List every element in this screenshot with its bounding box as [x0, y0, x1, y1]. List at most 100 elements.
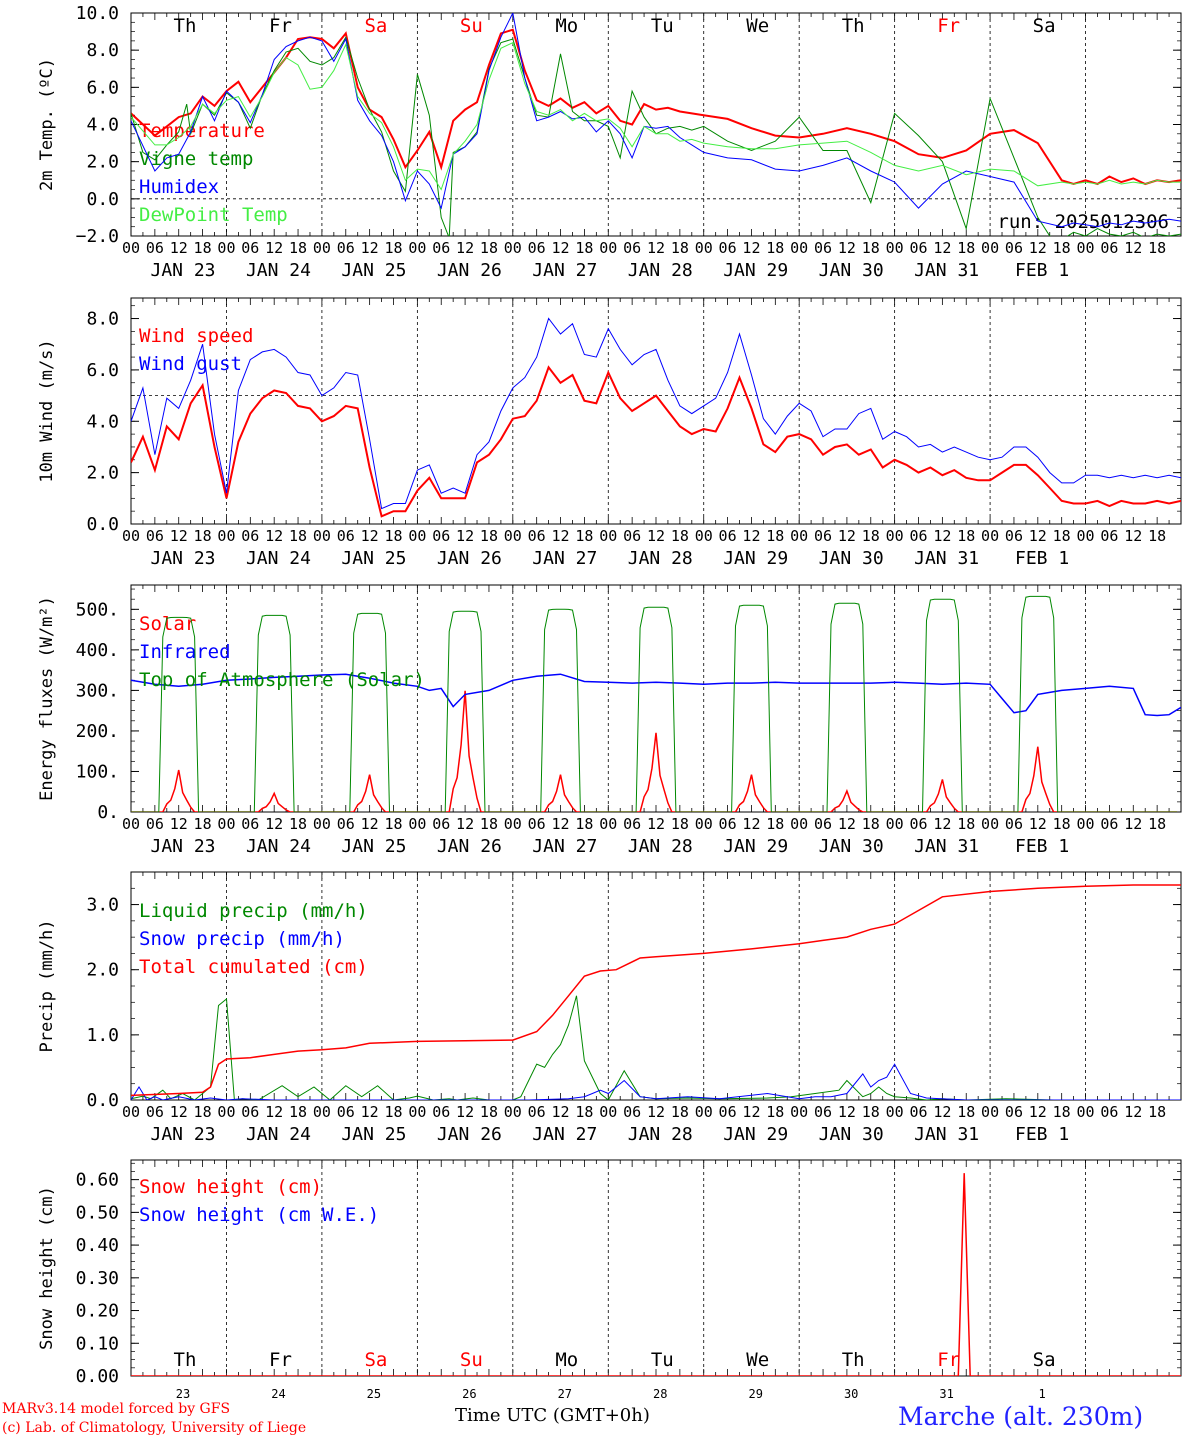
y-tick-label: 4.0: [86, 115, 119, 136]
x-hour-label: 18: [671, 239, 689, 257]
x-hour-label: 00: [408, 239, 426, 257]
x-hour-label: 12: [1029, 239, 1047, 257]
series-line-humidex: [131, 13, 1181, 228]
x-hour-label: 00: [599, 815, 617, 833]
x-hour-label: 18: [194, 815, 212, 833]
x-hour-label: 00: [886, 1103, 904, 1121]
x-hour-label: 12: [170, 239, 188, 257]
x-date-label: JAN 28: [628, 548, 693, 569]
day-name-label: Su: [460, 1349, 483, 1371]
x-hour-label: 00: [1077, 815, 1095, 833]
x-hour-label: 18: [575, 239, 593, 257]
x-hour-label: 00: [599, 1103, 617, 1121]
series-line-infrared: [131, 673, 1181, 717]
x-hour-label: 12: [742, 1103, 760, 1121]
x-hour-label: 18: [575, 527, 593, 545]
y-tick-label: 0.50: [76, 1202, 119, 1223]
day-name-label: Sa: [364, 15, 387, 37]
x-date-label: JAN 26: [437, 548, 502, 569]
x-hour-label: 18: [957, 1103, 975, 1121]
x-date-label: FEB 1: [1015, 260, 1069, 281]
day-number-label: 23: [176, 1387, 190, 1401]
y-axis-label: Precip (mm/h): [37, 919, 57, 1052]
x-date-label: JAN 25: [341, 836, 406, 857]
legend-entry: Total cumulated (cm): [139, 956, 368, 978]
day-name-label: Th: [842, 1349, 865, 1371]
x-date-label: JAN 29: [723, 836, 788, 857]
day-number-label: 24: [271, 1387, 285, 1401]
x-hour-label: 06: [623, 239, 641, 257]
y-tick-label: 1.0: [86, 1025, 119, 1046]
y-tick-label: 2.0: [86, 152, 119, 173]
x-hour-label: 12: [647, 1103, 665, 1121]
series-line-snow-height-cm: [131, 1173, 1181, 1376]
x-hour-label: 18: [194, 239, 212, 257]
x-hour-label: 00: [1077, 1103, 1095, 1121]
x-hour-label: 00: [790, 1103, 808, 1121]
series-line-dewpoint-temp: [131, 41, 1181, 191]
x-hour-label: 00: [313, 527, 331, 545]
x-hour-label: 00: [408, 815, 426, 833]
x-hour-label: 06: [719, 815, 737, 833]
y-tick-label: 2.0: [86, 463, 119, 484]
x-hour-label: 06: [146, 815, 164, 833]
y-axis-label: 2m Temp. (ºC): [37, 58, 57, 191]
x-hour-label: 06: [1100, 1103, 1118, 1121]
day-number-label: 27: [558, 1387, 572, 1401]
x-hour-label: 12: [265, 239, 283, 257]
x-date-label: JAN 28: [628, 260, 693, 281]
x-hour-label: 12: [838, 815, 856, 833]
x-hour-label: 00: [790, 815, 808, 833]
x-hour-label: 00: [599, 527, 617, 545]
series-line-vigne-temp: [131, 35, 1181, 236]
y-tick-label: −2.0: [76, 226, 119, 247]
x-hour-label: 18: [671, 815, 689, 833]
plot-frame: [130, 584, 1182, 813]
x-date-label: JAN 25: [341, 260, 406, 281]
x-hour-label: 06: [1005, 527, 1023, 545]
x-hour-label: 06: [337, 815, 355, 833]
x-hour-label: 18: [862, 527, 880, 545]
plot-frame: [130, 12, 1182, 237]
day-number-label: 26: [462, 1387, 476, 1401]
x-hour-label: 00: [408, 1103, 426, 1121]
day-number-label: 31: [939, 1387, 953, 1401]
y-tick-label: 0.00: [76, 1366, 119, 1387]
y-tick-label: 8.0: [86, 309, 119, 330]
y-tick-label: 400.: [76, 640, 119, 661]
x-hour-label: 06: [623, 815, 641, 833]
x-hour-label: 12: [170, 527, 188, 545]
x-hour-label: 00: [408, 527, 426, 545]
x-hour-label: 06: [1005, 815, 1023, 833]
legend-entry: Snow height (cm W.E.): [139, 1204, 379, 1226]
x-hour-label: 12: [552, 527, 570, 545]
x-hour-label: 12: [265, 1103, 283, 1121]
x-hour-label: 00: [981, 239, 999, 257]
y-tick-label: 0.0: [86, 1090, 119, 1111]
panel-2: 0.0 2.0 4.0 6.0 8.0 10m Wind (m/s) 00 06 12 18 00 0…: [37, 297, 1182, 569]
x-hour-label: 00: [122, 815, 140, 833]
y-tick-label: 6.0: [86, 360, 119, 381]
day-number-label: 28: [653, 1387, 667, 1401]
x-hour-label: 00: [981, 815, 999, 833]
x-hour-label: 00: [695, 1103, 713, 1121]
x-hour-label: 06: [528, 239, 546, 257]
panel-5: 0.00 0.10 0.20 0.30 0.40 0.50 0.60 Snow height …: [37, 1159, 1182, 1401]
day-number-label: 25: [367, 1387, 381, 1401]
x-hour-label: 06: [337, 527, 355, 545]
day-name-label: Tu: [651, 1349, 674, 1371]
x-hour-label: 18: [480, 1103, 498, 1121]
x-hour-label: 18: [384, 815, 402, 833]
x-hour-label: 12: [456, 1103, 474, 1121]
x-hour-label: 06: [909, 239, 927, 257]
day-name-label: We: [746, 15, 769, 37]
x-date-label: JAN 29: [723, 548, 788, 569]
x-hour-label: 18: [289, 527, 307, 545]
day-name-label: Fr: [269, 1349, 292, 1371]
x-date-label: JAN 28: [628, 836, 693, 857]
series-line-snow-precip-mm-h: [131, 1063, 1181, 1100]
series-line-wind-gust: [131, 317, 1181, 510]
x-hour-label: 18: [289, 239, 307, 257]
x-hour-label: 18: [1053, 527, 1071, 545]
x-hour-label: 06: [241, 527, 259, 545]
